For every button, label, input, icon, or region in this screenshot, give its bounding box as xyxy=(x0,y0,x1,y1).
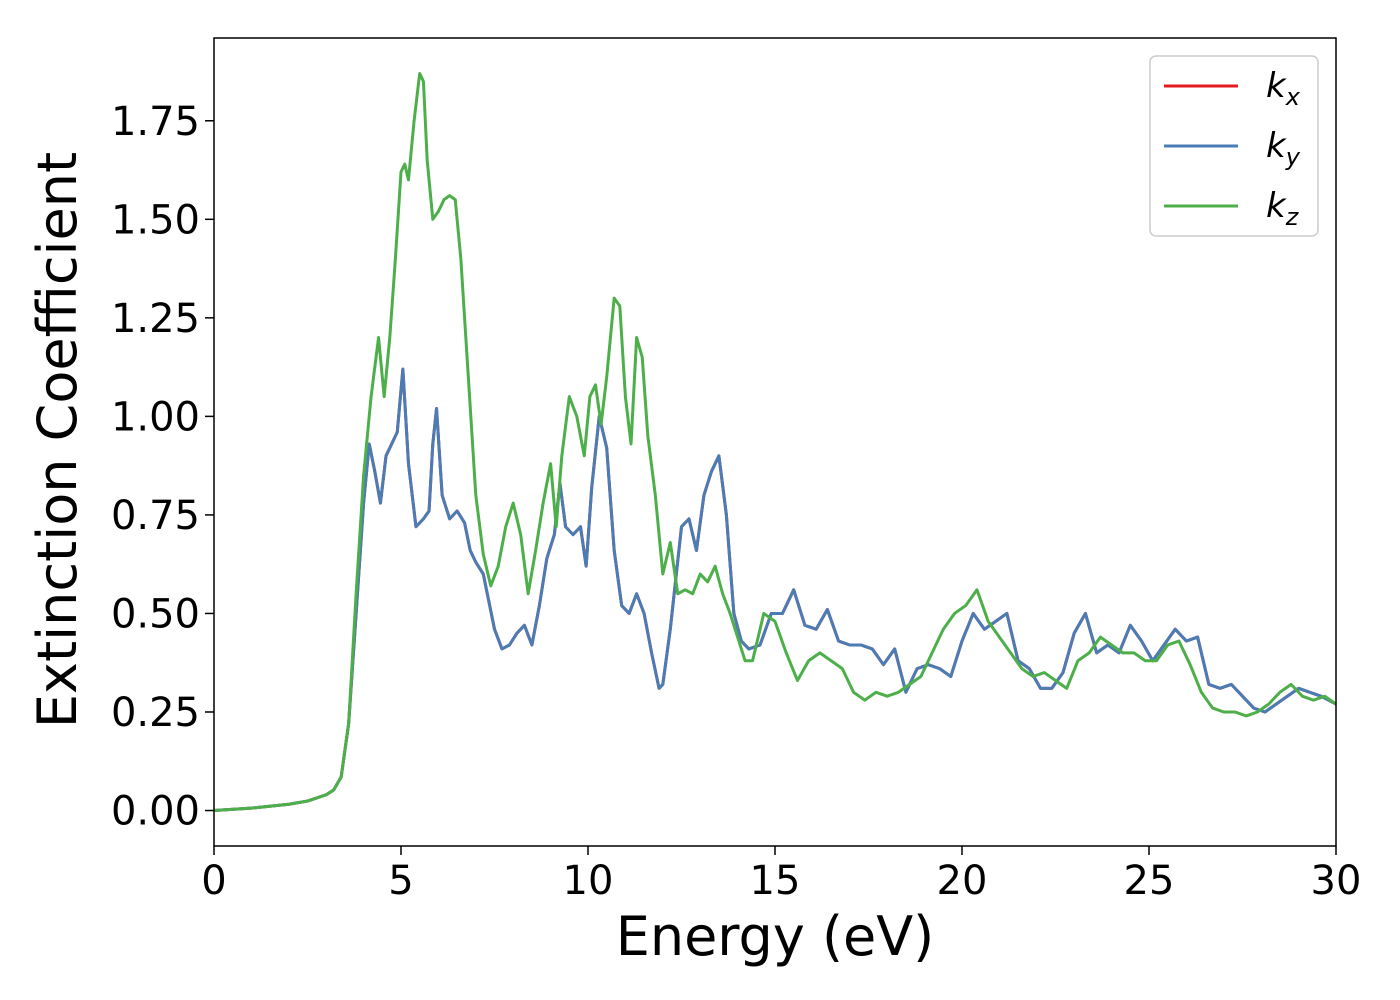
x-tick-label: 5 xyxy=(388,858,413,904)
x-tick-label: 20 xyxy=(937,858,988,904)
series-line-kx xyxy=(214,367,1336,813)
y-tick-label: 0.00 xyxy=(111,789,200,835)
legend-label-ky: ky xyxy=(1266,126,1301,171)
axes: 0 5 10 15 20 25 30 0.00 0.25 0.50 0.75 1.00 1.25 1.50… xyxy=(111,37,1362,904)
series-line-kz xyxy=(214,71,1336,813)
x-tick-label: 10 xyxy=(563,858,614,904)
y-tick-label: 1.50 xyxy=(111,197,200,243)
plot-area xyxy=(214,71,1336,813)
y-tick-label: 1.25 xyxy=(111,296,200,342)
x-tick-label: 25 xyxy=(1124,858,1175,904)
x-tick-label: 15 xyxy=(750,858,801,904)
y-tick-label: 0.25 xyxy=(111,690,200,736)
y-tick-label: 0.50 xyxy=(111,591,200,637)
y-tick-label: 0.75 xyxy=(111,493,200,539)
x-axis-label: Energy (eV) xyxy=(616,905,935,968)
x-tick-label: 30 xyxy=(1311,858,1362,904)
y-tick-label: 1.00 xyxy=(111,394,200,440)
y-axis-label: Extinction Coefficient xyxy=(26,152,89,728)
legend-label-kx: kx xyxy=(1266,66,1301,111)
series-line-ky xyxy=(214,367,1336,813)
x-tick-label: 0 xyxy=(201,858,226,904)
y-tick-label: 1.75 xyxy=(111,99,200,145)
